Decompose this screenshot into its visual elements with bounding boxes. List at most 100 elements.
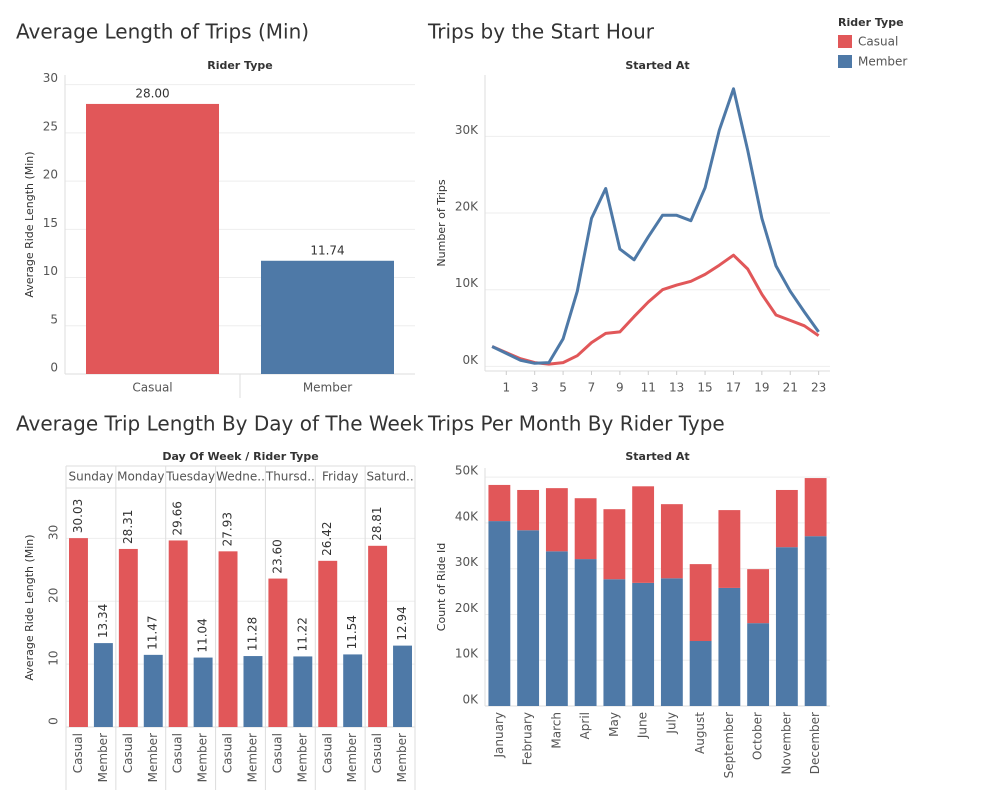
y-tick-label: 30K [455, 555, 479, 569]
stacked-bar-segment [718, 510, 741, 588]
y-tick-label: 20K [455, 601, 479, 615]
stacked-bar-segment [660, 504, 683, 579]
stacked-bar-segment [517, 489, 540, 531]
x-tick-label: Member [245, 733, 259, 782]
chart-title: Trips by the Start Hour [427, 20, 655, 44]
y-tick-label: 15 [43, 216, 58, 230]
x-tick-label: November [779, 712, 793, 774]
stacked-bar-segment [718, 587, 741, 706]
x-tick-label: Member [96, 733, 110, 782]
series-line [491, 87, 820, 365]
y-tick-label: 10 [43, 264, 58, 278]
y-axis-label: Count of Ride Id [435, 543, 448, 631]
value-label: 27.93 [221, 512, 235, 546]
x-tick-label: Casual [221, 733, 235, 773]
x-tick-label: Casual [370, 733, 384, 773]
x-tick-label: 9 [616, 381, 624, 395]
value-label: 11.22 [295, 617, 309, 651]
x-tick-label: 17 [726, 381, 741, 395]
panel-header: Friday [322, 470, 358, 484]
stacked-bar-segment [488, 484, 511, 522]
stacked-bar-segment [804, 478, 827, 537]
y-tick-label: 20K [455, 200, 479, 214]
bar [86, 103, 219, 374]
stacked-bar-segment [574, 559, 597, 706]
stacked-bar-segment [603, 579, 626, 706]
value-label: 30.03 [71, 499, 85, 533]
x-tick-label: Member [146, 733, 160, 782]
series-line [491, 253, 820, 366]
y-tick-label: 40K [455, 509, 479, 523]
value-label: 28.31 [121, 510, 135, 544]
x-tick-label: Member [345, 733, 359, 782]
stacked-bar-segment [574, 498, 597, 560]
x-tick-label: Member [295, 733, 309, 782]
x-tick-label: 21 [783, 381, 798, 395]
x-tick-label: August [693, 712, 707, 754]
x-tick-label: June [636, 712, 650, 739]
legend-swatch [838, 35, 852, 48]
bar [268, 578, 288, 727]
bar [143, 654, 163, 727]
stacked-bar-segment [488, 521, 511, 706]
value-label: 11.28 [245, 617, 259, 651]
bar [293, 656, 313, 727]
x-tick-label: February [521, 712, 535, 765]
bar [261, 260, 394, 374]
column-header: Rider Type [207, 59, 273, 72]
bar [118, 548, 138, 727]
x-tick-label: 3 [531, 381, 539, 395]
bar [68, 538, 88, 727]
x-tick-label: Member [395, 733, 409, 782]
x-tick-label: May [607, 712, 621, 737]
y-tick-label: 50K [455, 464, 479, 478]
y-tick-label: 30 [43, 71, 58, 85]
value-label: 23.60 [270, 539, 284, 573]
panel-header: Tuesday [165, 470, 215, 484]
x-tick-label: 15 [697, 381, 712, 395]
stacked-bar-segment [689, 641, 712, 706]
value-label: 28.81 [370, 506, 384, 540]
x-tick-label: Member [303, 381, 352, 395]
y-tick-label: 0 [47, 717, 61, 725]
panel-header: Wedne.. [216, 470, 265, 484]
x-tick-label: April [578, 712, 592, 739]
stacked-bar-segment [775, 547, 798, 706]
y-tick-label: 10 [47, 650, 61, 665]
value-label: 11.04 [196, 618, 210, 652]
stacked-bar-segment [804, 536, 827, 706]
chart-title: Average Length of Trips (Min) [16, 20, 309, 44]
x-tick-label: Casual [320, 733, 334, 773]
x-tick-label: 13 [669, 381, 684, 395]
y-tick-label: 10K [455, 647, 479, 661]
legend-title: Rider Type [838, 16, 904, 29]
value-label: 11.74 [310, 243, 344, 257]
x-tick-label: January [492, 712, 506, 759]
bar [318, 560, 338, 727]
y-tick-label: 30K [455, 123, 479, 137]
y-axis-label: Average Ride Length (Min) [23, 534, 36, 680]
x-tick-label: Casual [270, 733, 284, 773]
y-tick-label: 10K [455, 276, 479, 290]
chart-title: Trips Per Month By Rider Type [427, 412, 725, 436]
chart-title: Average Trip Length By Day of The Week [16, 412, 424, 436]
x-tick-label: 11 [641, 381, 656, 395]
x-tick-label: Casual [71, 733, 85, 773]
value-label: 29.66 [171, 501, 185, 535]
y-tick-label: 25 [43, 119, 58, 133]
bar [343, 654, 363, 727]
stacked-bar-segment [545, 488, 568, 552]
panel-header: Thursd.. [265, 470, 315, 484]
x-tick-label: Casual [121, 733, 135, 773]
value-label: 11.54 [345, 615, 359, 649]
y-tick-label: 0 [50, 361, 58, 375]
x-tick-label: July [664, 712, 678, 735]
bar [393, 645, 413, 727]
bar [193, 657, 213, 727]
value-label: 13.34 [96, 604, 110, 638]
x-tick-label: October [751, 712, 765, 760]
column-header: Started At [625, 450, 689, 463]
y-tick-label: 20 [43, 168, 58, 182]
